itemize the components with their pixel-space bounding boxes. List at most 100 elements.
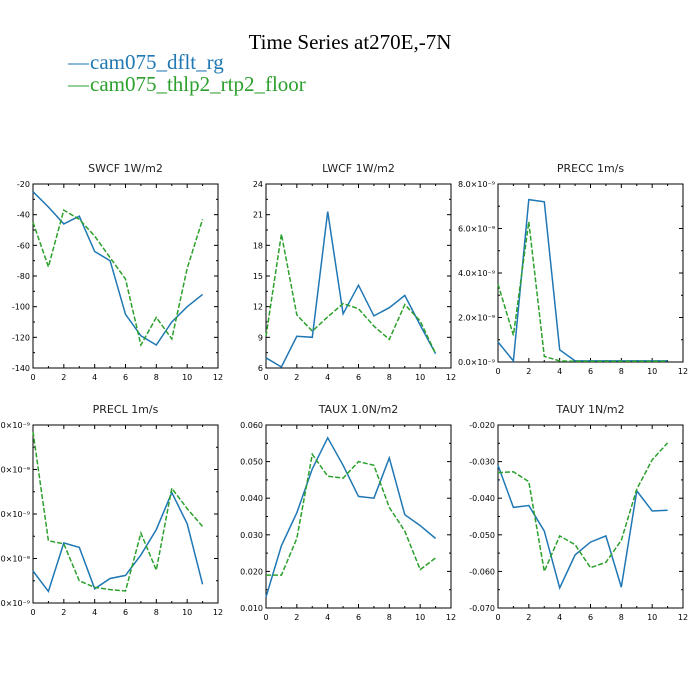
x-tick-label: 12	[678, 367, 688, 376]
x-tick-label: 10	[647, 367, 657, 376]
y-tick-label: .0×10⁻⁹	[0, 599, 30, 608]
y-tick-label: 8.0×10⁻⁹	[458, 180, 495, 189]
x-tick-label: 2	[294, 613, 299, 622]
series-line-thlp2-rtp2-floor	[32, 208, 204, 348]
y-tick-label: 24	[253, 180, 263, 189]
x-tick-label: 8	[619, 367, 624, 376]
y-tick-label: .0×10⁻⁹	[0, 466, 30, 475]
y-tick-label: 18	[253, 241, 263, 250]
x-tick-label: 6	[588, 367, 593, 376]
x-tick-label: 10	[182, 373, 192, 382]
series-line-dflt-rg	[265, 436, 437, 598]
x-tick-label: 2	[294, 373, 299, 382]
x-tick-label: 8	[154, 373, 159, 382]
chart-panel-1: SWCF 1W/m2 0 2 4 6 8 10 12 -140 -120 -100 -80 -60 -40…	[12, 162, 223, 382]
x-tick-label: 12	[213, 373, 223, 382]
x-tick-label: 8	[619, 613, 624, 622]
chart-panel-6: TAUY 1N/m2 0 2 4 6 8 10 12 -0.070 -0.060 -0.050 -0.…	[469, 403, 688, 622]
y-tick-label: 15	[253, 272, 263, 281]
y-tick-label: -0.020	[469, 421, 495, 430]
x-tick-label: 12	[446, 613, 456, 622]
x-tick-label: 8	[154, 608, 159, 617]
x-tick-label: 0	[495, 613, 500, 622]
y-tick-label: 21	[253, 211, 263, 220]
y-tick-label: -140	[12, 364, 30, 373]
series-line-dflt-rg	[497, 198, 668, 363]
legend-label-1: cam075_dflt_rg	[90, 50, 224, 74]
legend-line-icon: —	[68, 72, 89, 96]
page-title: Time Series at270E,-7N	[248, 30, 452, 54]
x-tick-label: 12	[213, 608, 223, 617]
plot-frame	[265, 424, 452, 609]
x-tick-label: 12	[678, 613, 688, 622]
y-tick-label: 6.0×10⁻⁹	[458, 225, 495, 234]
x-tick-label: 6	[356, 613, 361, 622]
y-tick-label: -80	[17, 272, 30, 281]
x-tick-label: 0	[263, 373, 268, 382]
series-line-thlp2-rtp2-floor	[266, 452, 437, 576]
y-tick-label: -0.060	[469, 567, 495, 576]
series-line-thlp2-rtp2-floor	[265, 233, 437, 355]
x-tick-label: 4	[92, 373, 97, 382]
y-tick-label: -0.040	[469, 494, 495, 503]
legend-item-2: —cam075_thlp2_rtp2_floor	[68, 72, 306, 97]
x-tick-label: 10	[415, 613, 425, 622]
y-tick-label: -0.070	[469, 604, 495, 613]
chart-panel-4: PRECL 1m/s 0 2 4 6 8 10 12 .0×10⁻⁹ .0×10⁻⁹ .0×10⁻⁹…	[0, 403, 223, 617]
y-tick-label: 0.0×10⁻⁹	[458, 358, 495, 367]
y-tick-label: 0.050	[240, 458, 263, 467]
y-tick-label: 0.010	[240, 604, 263, 613]
x-tick-label: 6	[123, 373, 128, 382]
series-line-thlp2-rtp2-floor	[32, 431, 204, 592]
series-line-thlp2-rtp2-floor	[497, 442, 669, 575]
x-tick-label: 4	[92, 608, 97, 617]
x-tick-label: 2	[61, 608, 66, 617]
y-tick-label: -20	[17, 180, 30, 189]
plot-frame	[265, 183, 452, 369]
x-tick-label: 10	[647, 613, 657, 622]
chart-title: TAUY 1N/m2	[555, 403, 624, 416]
chart-panel-3: PRECC 1m/s 0 2 4 6 8 10 12 0.0×10⁻⁹ 2.0×10⁻⁹ 4.0×1…	[458, 162, 688, 376]
series-line-dflt-rg	[265, 211, 437, 369]
legend-line-icon: —	[68, 50, 89, 74]
y-tick-label: .0×10⁻⁹	[0, 555, 30, 564]
x-tick-label: 10	[415, 373, 425, 382]
legend-item-1: —cam075_dflt_rg	[68, 50, 224, 75]
x-tick-label: 0	[30, 373, 35, 382]
y-tick-label: 9	[258, 333, 263, 342]
series-line-dflt-rg	[32, 490, 204, 594]
y-tick-label: -0.030	[469, 458, 495, 467]
y-tick-label: 0.040	[240, 494, 263, 503]
x-tick-label: 6	[588, 613, 593, 622]
chart-title: PRECC 1m/s	[557, 162, 625, 175]
plot-frame	[497, 183, 684, 363]
y-tick-label: 2.0×10⁻⁹	[458, 314, 495, 323]
chart-title: LWCF 1W/m2	[322, 162, 395, 175]
x-tick-label: 4	[557, 613, 562, 622]
x-tick-label: 0	[30, 608, 35, 617]
legend-label-2: cam075_thlp2_rtp2_floor	[90, 72, 306, 96]
series-line-dflt-rg	[497, 465, 668, 591]
x-tick-label: 12	[446, 373, 456, 382]
x-tick-label: 8	[387, 373, 392, 382]
y-tick-label: 6	[258, 364, 263, 373]
plot-frame	[497, 424, 684, 609]
x-tick-label: 2	[526, 613, 531, 622]
y-tick-label: -60	[17, 241, 30, 250]
chart-title: SWCF 1W/m2	[88, 162, 163, 175]
series-line-thlp2-rtp2-floor	[497, 221, 668, 363]
chart-panel-5: TAUX 1.0N/m2 0 2 4 6 8 10 12 0.010 0.020 0.030 0.04…	[240, 403, 456, 622]
x-tick-label: 4	[325, 373, 330, 382]
x-tick-label: 6	[356, 373, 361, 382]
x-tick-label: 2	[526, 367, 531, 376]
y-tick-label: -120	[12, 333, 30, 342]
x-tick-label: 6	[123, 608, 128, 617]
y-tick-label: 0.030	[240, 531, 263, 540]
x-tick-label: 4	[325, 613, 330, 622]
y-tick-label: 4.0×10⁻⁹	[458, 269, 495, 278]
chart-title: TAUX 1.0N/m2	[318, 403, 399, 416]
y-tick-label: .0×10⁻⁹	[0, 421, 30, 430]
chart-title: PRECL 1m/s	[93, 403, 159, 416]
y-tick-label: -40	[17, 211, 30, 220]
